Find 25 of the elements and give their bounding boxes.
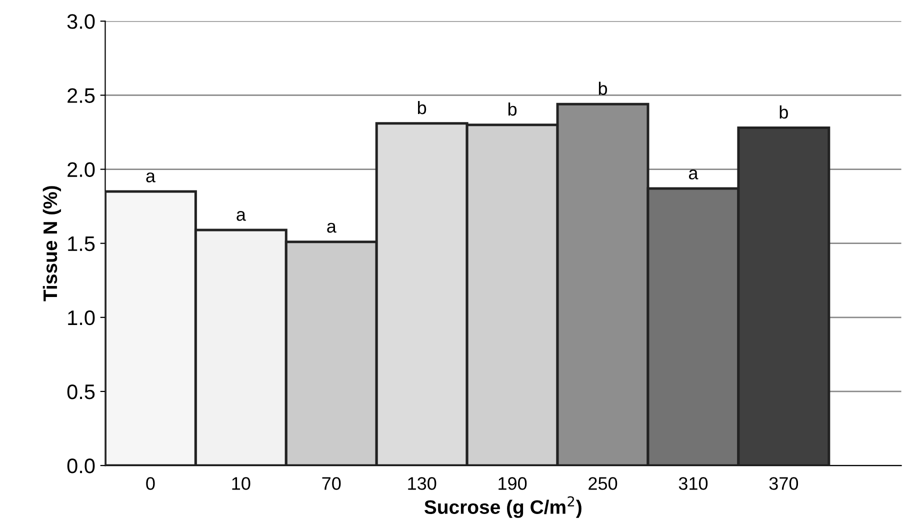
- y-tick-label: 3.0: [67, 14, 95, 29]
- x-axis-title: Sucrose (g C/m$^{2}$): [424, 496, 582, 518]
- x-tick-label: 0: [146, 477, 155, 490]
- data-label: b: [598, 82, 608, 95]
- y-tick-label: 1.0: [68, 310, 95, 326]
- data-label: a: [236, 210, 246, 221]
- x-tick-label: 370: [769, 477, 798, 490]
- x-tick-label: 130: [408, 477, 436, 490]
- y-tick-label: 0.5: [67, 384, 95, 400]
- x-tick-label: 190: [498, 477, 527, 490]
- data-label: b: [508, 102, 517, 116]
- x-tick-label: 70: [322, 477, 341, 490]
- x-tick-label: 250: [588, 477, 618, 490]
- data-label: a: [146, 172, 156, 182]
- data-label: a: [327, 222, 336, 233]
- y-tick-label: 0.0: [67, 458, 95, 474]
- x-tick-label: 310: [678, 477, 708, 490]
- data-label: b: [418, 100, 426, 114]
- x-tick-label: 10: [232, 477, 250, 490]
- y-tick-label: 1.5: [68, 236, 95, 252]
- data-label: b: [780, 105, 788, 119]
- data-label: a: [688, 170, 698, 180]
- y-axis-title: Tissue N (%): [42, 186, 61, 302]
- y-tick-label: 2.5: [68, 88, 95, 103]
- y-tick-label: 2.0: [68, 162, 95, 178]
